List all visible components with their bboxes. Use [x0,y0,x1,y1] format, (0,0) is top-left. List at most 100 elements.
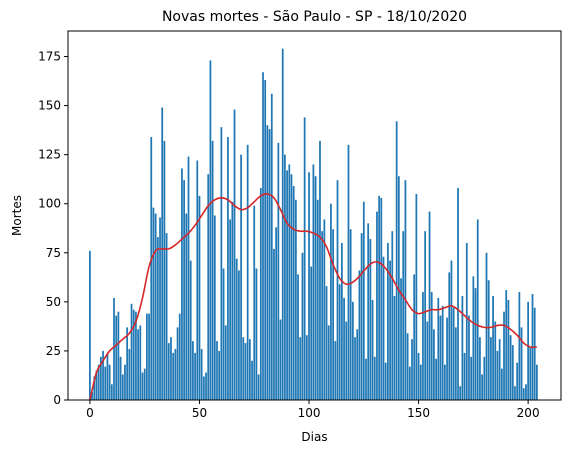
bar [273,248,275,400]
bar [200,348,203,400]
bar [202,376,205,400]
bar [213,215,216,400]
bar [148,313,150,400]
bar [246,144,249,400]
bar [163,140,166,400]
bar [108,364,111,400]
y-tick-label: 75 [46,246,61,260]
bar [279,319,282,400]
bar [479,337,481,400]
bar [277,142,280,400]
bar [402,231,405,400]
bar [242,337,245,400]
trend-line [89,193,537,401]
bar [257,374,260,400]
bar [500,368,503,400]
bar [498,339,501,400]
bar [408,366,411,400]
bar [387,242,389,400]
bar [220,127,223,401]
bar [244,343,247,400]
bar [356,329,359,400]
bar [476,219,479,400]
bar [373,356,376,400]
bar [509,335,512,400]
bar [121,374,124,400]
bar [433,329,435,400]
bar [205,372,207,400]
bar [330,203,332,400]
bar [141,372,144,400]
y-tick-label: 100 [38,197,61,211]
bar [266,125,269,401]
bar [452,307,455,400]
bar [290,174,293,400]
bar [345,321,348,400]
bar [341,242,343,400]
bar [310,266,313,400]
bar [187,156,190,400]
bar [117,311,120,400]
bar [161,107,164,401]
bar [281,48,284,400]
bar [305,335,308,400]
bar [382,256,385,400]
bar [376,211,378,400]
bar [231,201,234,400]
bar [295,199,297,400]
bar [371,299,374,400]
bar [194,352,196,400]
bar [102,350,104,400]
bar [104,366,107,400]
bar [99,356,102,400]
y-tick-label: 0 [53,393,61,407]
bar [443,364,446,400]
bar [481,374,483,400]
bar [325,286,328,400]
bar [435,358,437,400]
bar [308,172,310,400]
bar [319,140,321,400]
bar [216,341,218,400]
bar [422,292,424,400]
bar [485,252,488,400]
bar [314,176,317,400]
bar [95,370,98,400]
bar [518,292,521,400]
bar [113,297,115,400]
bar [137,329,139,400]
bar [259,188,262,400]
bar [437,297,440,400]
bar [354,337,356,400]
bar [233,109,236,400]
bar [192,341,194,400]
bar [159,217,161,400]
bar [227,136,229,401]
bar [448,272,451,400]
bar [126,327,129,400]
bar [176,327,179,400]
bar [483,356,486,400]
bar [270,93,273,400]
bar [238,270,240,400]
bar [395,121,398,400]
bar [189,260,192,400]
bar [301,252,304,400]
bar [240,154,242,400]
bar [181,168,183,400]
bar [124,364,126,400]
bar [406,333,409,400]
bar [143,368,146,400]
bar [128,348,131,400]
bar [229,219,232,400]
y-tick-label: 50 [46,295,61,309]
bar [536,364,538,400]
bar [172,352,175,400]
bar [389,260,391,400]
bar [154,213,157,400]
y-tick-label: 25 [46,344,61,358]
bar [351,301,354,400]
bar [503,311,505,400]
bar [393,295,396,400]
bar [426,321,429,400]
